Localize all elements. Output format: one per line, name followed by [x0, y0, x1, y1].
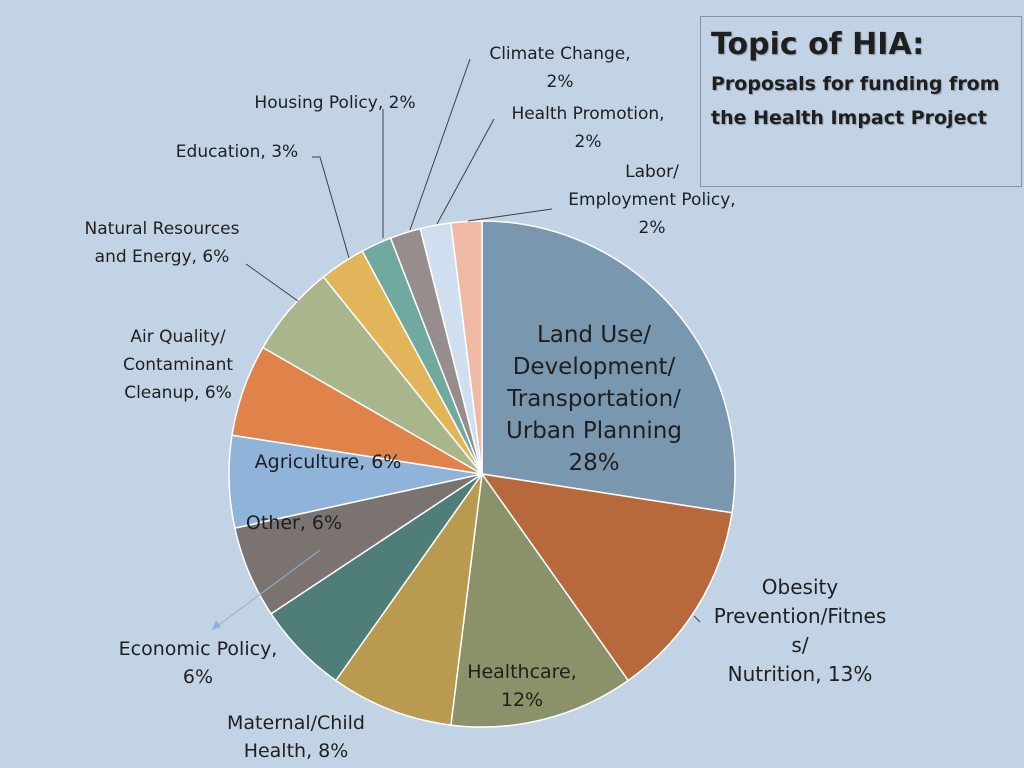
slice-label-line: Education, 3% — [176, 142, 298, 162]
slice-label-line: Healthcare, — [467, 661, 577, 683]
pie-slice-1 — [481, 220, 736, 514]
chart-subtitle: Proposals for funding from the Health Im… — [711, 73, 1000, 129]
slice-label-5: Economic Policy, 6% — [119, 638, 278, 688]
slice-label-line: Maternal/Child — [227, 712, 365, 734]
slice-label-line: and Energy, 6% — [95, 247, 230, 267]
slice-label-line: Contaminant — [123, 355, 233, 375]
leader-line-12 — [409, 58, 471, 231]
slice-label-line: Obesity — [762, 575, 839, 599]
leader-line-10 — [312, 156, 350, 259]
slice-label-14: Labor/Employment Policy, 2% — [568, 162, 735, 238]
slice-label-line: Natural Resources — [85, 219, 240, 239]
slice-label-10: Education, 3% — [176, 142, 298, 162]
slice-label-line: 2% — [547, 72, 574, 92]
slice-label-line: 2% — [575, 132, 602, 152]
slice-label-line: 28% — [568, 450, 619, 476]
slice-label-12: Climate Change, 2% — [489, 44, 630, 92]
leader-lines — [211, 58, 701, 631]
leader-line-9 — [245, 263, 299, 302]
slice-label-13: Health Promotion, 2% — [511, 104, 664, 152]
pie-slice-2 — [480, 472, 733, 682]
slice-label-line: Health, 8% — [244, 740, 349, 762]
slice-label-line: Nutrition, 13% — [728, 662, 873, 686]
slice-label-line: Cleanup, 6% — [124, 383, 232, 403]
slice-label-line: Other, 6% — [246, 512, 342, 534]
slice-label-8: Air Quality/Contaminant Cleanup, 6% — [123, 327, 233, 403]
slice-label-line: Employment Policy, — [568, 190, 735, 210]
slice-label-line: s/ — [791, 633, 808, 657]
slice-label-line: Urban Planning — [506, 418, 682, 444]
slice-label-9: Natural Resources and Energy, 6% — [85, 219, 240, 267]
slice-label-line: Economic Policy, — [119, 638, 278, 660]
slice-label-line: Agriculture, 6% — [255, 451, 402, 473]
slice-label-line: Labor/ — [625, 162, 679, 182]
slice-label-4: Maternal/Child Health, 8% — [227, 712, 365, 762]
pie-slice-14 — [450, 220, 483, 475]
slice-label-line: Health Promotion, — [511, 104, 664, 124]
slice-label-line: 2% — [639, 218, 666, 238]
pie-slices — [228, 220, 736, 728]
slice-label-7: Agriculture, 6% — [255, 451, 402, 473]
slice-label-line: Land Use/ — [537, 322, 651, 348]
slice-label-line: Housing Policy, 2% — [254, 93, 415, 113]
slice-label-line: Transportation/ — [506, 386, 681, 412]
slice-label-11: Housing Policy, 2% — [254, 93, 415, 113]
slice-labels: Land Use/Development/Transportation/Urba… — [85, 44, 887, 762]
slice-label-3: Healthcare, 12% — [467, 661, 577, 711]
pie-slice-3 — [450, 471, 630, 728]
leader-arrowhead — [212, 620, 221, 630]
slice-label-6: Other, 6% — [246, 512, 342, 534]
pie-slice-4 — [334, 473, 483, 726]
slice-label-line: 12% — [501, 689, 543, 711]
title-box: Topic of HIA: Proposals for funding from… — [700, 16, 1022, 187]
leader-line-5 — [211, 549, 321, 631]
slice-label-2: Obesity Prevention/Fitnes s/Nutrition, 13% — [714, 575, 887, 686]
leader-line-14 — [467, 208, 553, 222]
slice-label-line: Prevention/Fitnes — [714, 604, 887, 628]
slice-label-line: Climate Change, — [489, 44, 630, 64]
chart-title: Topic of HIA: — [711, 27, 925, 62]
slice-label-line: 6% — [183, 666, 213, 688]
slice-label-1: Land Use/Development/Transportation/Urba… — [506, 322, 682, 476]
leader-line-13 — [436, 118, 495, 225]
leader-line-2 — [693, 615, 701, 623]
slice-label-line: Development/ — [513, 354, 676, 380]
slice-label-line: Air Quality/ — [130, 327, 225, 347]
